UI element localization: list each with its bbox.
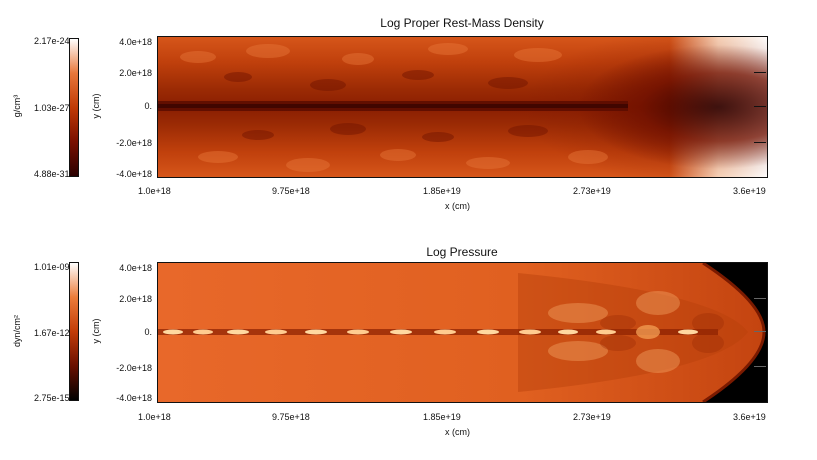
density-ytick: 0. bbox=[144, 101, 152, 111]
density-colorbar-mid: 1.03e-27 bbox=[34, 103, 70, 113]
density-right-tick bbox=[754, 106, 766, 107]
density-map bbox=[157, 36, 768, 178]
density-colorbar-unit: g/cm³ bbox=[12, 94, 22, 118]
density-xtick: 3.6e+19 bbox=[733, 186, 766, 196]
pressure-xtick: 2.73e+19 bbox=[573, 412, 611, 422]
pressure-xtick: 9.75e+18 bbox=[272, 412, 310, 422]
pressure-xtick: 1.85e+19 bbox=[423, 412, 461, 422]
pressure-jet-knots bbox=[158, 325, 718, 339]
pressure-colorbar-unit: dyn/cm² bbox=[12, 315, 22, 348]
pressure-ylabel: y (cm) bbox=[91, 318, 101, 344]
density-ylabel: y (cm) bbox=[91, 93, 101, 119]
pressure-xtick: 3.6e+19 bbox=[733, 412, 766, 422]
density-xtick: 1.0e+18 bbox=[138, 186, 171, 196]
density-ytick: -4.0e+18 bbox=[116, 169, 152, 179]
pressure-title: Log Pressure bbox=[426, 245, 498, 259]
pressure-right-tick bbox=[754, 298, 766, 299]
pressure-xlabel: x (cm) bbox=[445, 427, 470, 437]
density-right-tick bbox=[754, 142, 766, 143]
pressure-colorbar-max: 1.01e-09 bbox=[34, 262, 70, 272]
density-colorbar-min: 4.88e-31 bbox=[34, 169, 70, 179]
pressure-right-tick bbox=[754, 366, 766, 367]
pressure-ytick: -2.0e+18 bbox=[116, 363, 152, 373]
pressure-ytick: 4.0e+18 bbox=[119, 263, 152, 273]
pressure-ytick: 0. bbox=[144, 327, 152, 337]
density-ytick: 4.0e+18 bbox=[119, 37, 152, 47]
pressure-map bbox=[157, 262, 768, 403]
density-right-tick bbox=[754, 72, 766, 73]
pressure-colorbar-min: 2.75e-15 bbox=[34, 393, 70, 403]
density-xtick: 1.85e+19 bbox=[423, 186, 461, 196]
pressure-colorbar bbox=[69, 262, 79, 401]
pressure-ytick: -4.0e+18 bbox=[116, 393, 152, 403]
density-xtick: 2.73e+19 bbox=[573, 186, 611, 196]
pressure-colorbar-mid: 1.67e-12 bbox=[34, 328, 70, 338]
density-ytick: 2.0e+18 bbox=[119, 68, 152, 78]
density-xtick: 9.75e+18 bbox=[272, 186, 310, 196]
density-title: Log Proper Rest-Mass Density bbox=[380, 16, 544, 30]
pressure-ytick: 2.0e+18 bbox=[119, 294, 152, 304]
density-colorbar bbox=[69, 38, 79, 177]
density-texture bbox=[158, 43, 628, 172]
density-colorbar-max: 2.17e-24 bbox=[34, 36, 70, 46]
pressure-xtick: 1.0e+18 bbox=[138, 412, 171, 422]
density-ytick: -2.0e+18 bbox=[116, 138, 152, 148]
pressure-texture bbox=[158, 263, 766, 402]
density-xlabel: x (cm) bbox=[445, 201, 470, 211]
pressure-right-tick bbox=[754, 331, 766, 332]
